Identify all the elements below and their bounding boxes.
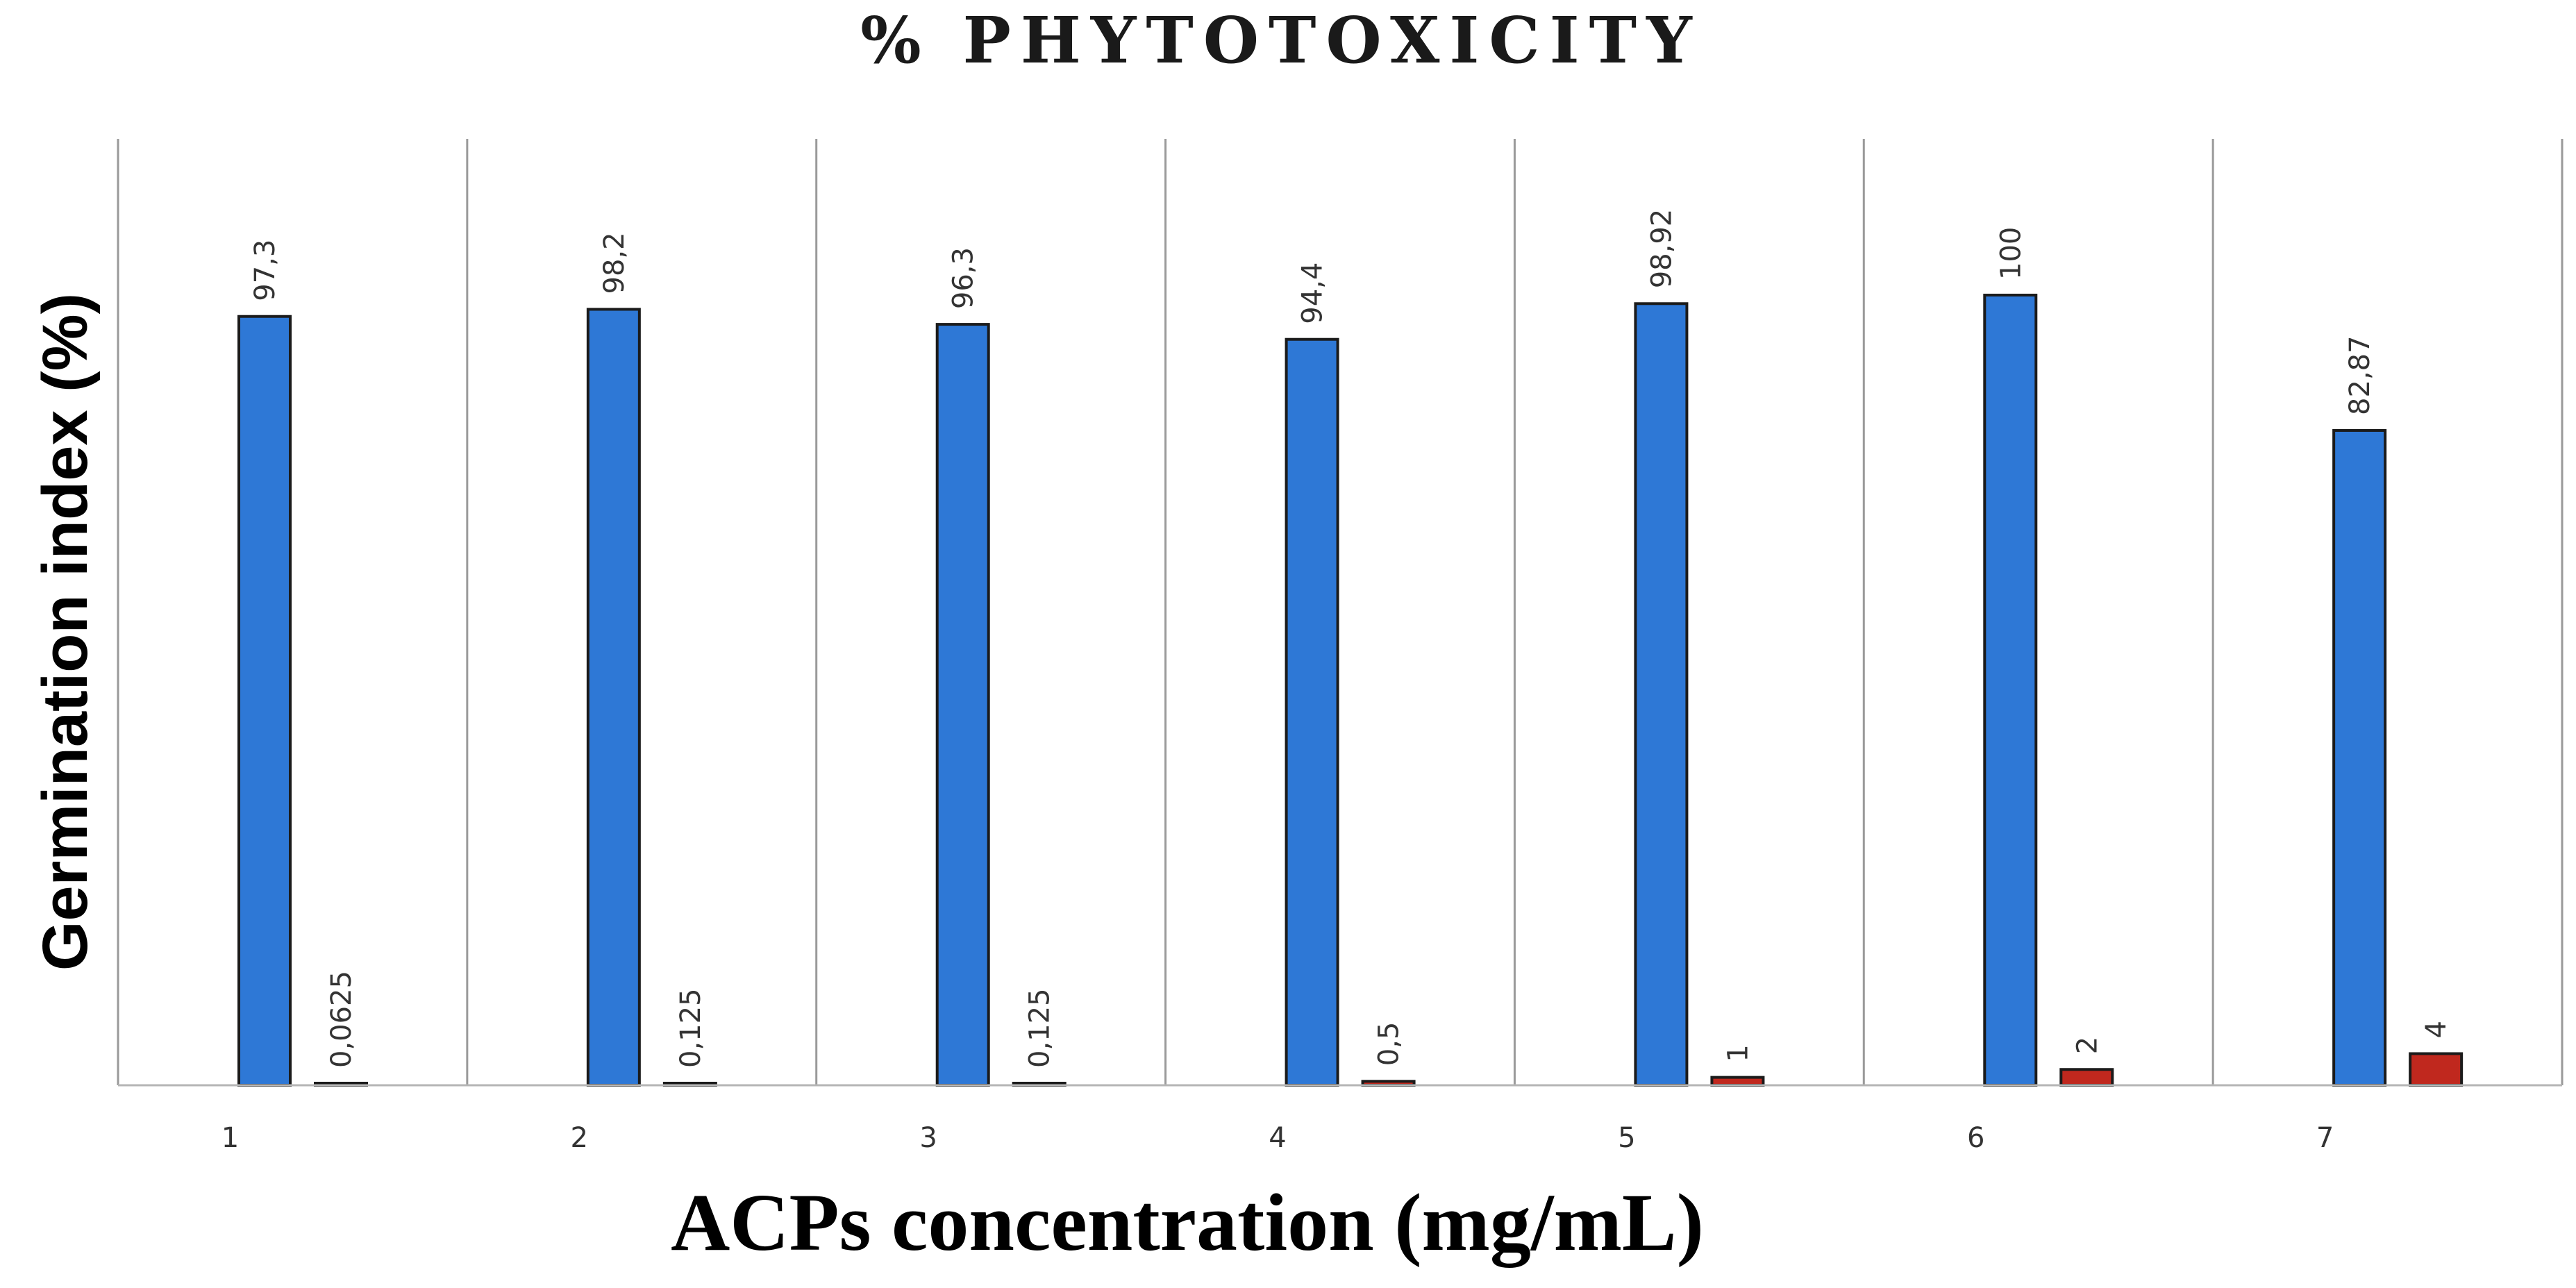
data-label-layer: 97,3 98,2 96,3 94,4 98,92 100 82,87 0,0625 0,125… (249, 209, 2452, 1068)
germination-bar (935, 323, 990, 1087)
data-label: 98,92 (1646, 209, 1678, 289)
bar-series-layer (237, 294, 2464, 1087)
data-label: 2 (2071, 1037, 2103, 1054)
germination-bar (1634, 302, 1689, 1087)
x-tick-label: 6 (1967, 1122, 1984, 1154)
category-separators (117, 139, 2564, 1085)
x-tick-label: 3 (919, 1122, 937, 1154)
x-tick-label: 1 (221, 1122, 239, 1154)
chart-title: % PHYTOTOXICITY (860, 3, 1702, 78)
x-axis-title: ACPs concentration (mg/mL) (671, 1177, 1704, 1268)
germination-bar (1983, 294, 2038, 1087)
concentration-bar (2059, 1068, 2114, 1087)
x-tick-label: 4 (1269, 1122, 1286, 1154)
data-label: 97,3 (249, 240, 281, 301)
x-tick-label: 2 (571, 1122, 588, 1154)
data-label: 4 (2420, 1021, 2452, 1038)
data-label: 0,0625 (326, 971, 358, 1068)
data-label: 0,5 (1373, 1022, 1405, 1067)
data-label: 98,2 (599, 232, 630, 294)
data-label: 82,87 (2344, 335, 2376, 415)
data-label: 0,125 (1024, 988, 1056, 1068)
concentration-bar (1710, 1076, 1765, 1087)
x-tick-labels: 1 2 3 4 5 6 7 (221, 1122, 2334, 1154)
data-label: 1 (1722, 1044, 1754, 1062)
germination-bar (586, 308, 641, 1087)
x-tick-label: 7 (2316, 1122, 2334, 1154)
data-label: 100 (1995, 227, 2027, 280)
concentration-bar (2409, 1052, 2464, 1087)
data-label: 0,125 (675, 988, 707, 1068)
x-tick-label: 5 (1618, 1122, 1635, 1154)
data-label: 96,3 (948, 247, 980, 309)
germination-bar (237, 315, 292, 1087)
germination-bar (1285, 337, 1339, 1087)
y-axis-title: Germination index (%) (30, 293, 101, 971)
germination-bar (2332, 428, 2387, 1087)
data-label: 94,4 (1297, 262, 1329, 324)
